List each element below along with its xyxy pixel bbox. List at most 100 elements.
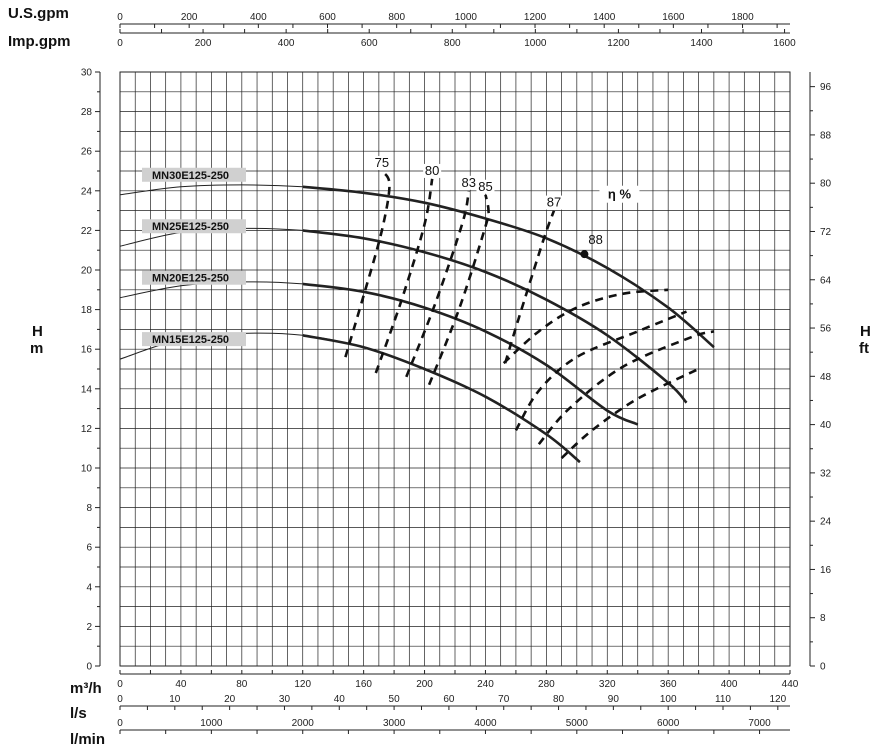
efficiency-curve [560, 367, 700, 460]
axis-title-imp-gpm: Imp.gpm [8, 33, 71, 50]
efficiency-label-bg [544, 195, 563, 210]
tick-label-m3h: 360 [660, 679, 677, 690]
pump-curve-thin [119, 332, 581, 463]
tick-label-m3h: 320 [599, 679, 616, 690]
tick-label-head-ft: 40 [820, 420, 832, 431]
efficiency-curve [503, 210, 556, 364]
efficiency-curve [344, 170, 391, 358]
tick-label-us-gpm: 1000 [455, 12, 478, 23]
axis-unit-m-left: m [30, 340, 43, 357]
tick-label-m3h: 160 [355, 679, 372, 690]
tick-label-head-ft: 80 [820, 179, 832, 190]
tick-label-head-m: 8 [86, 503, 92, 514]
grid [119, 71, 791, 667]
tick-label-imp-gpm: 0 [117, 38, 123, 49]
tick-label-ls: 80 [553, 694, 565, 705]
model-label-box [142, 332, 246, 347]
tick-label-lmin: 0 [117, 718, 123, 729]
axis-title-h-left: H [32, 323, 43, 340]
efficiency-curve [374, 178, 434, 374]
pump-curve-thin [119, 227, 687, 404]
tick-label-lmin: 4000 [474, 718, 497, 729]
efficiency-label-bg [476, 179, 495, 194]
tick-label-head-m: 6 [86, 543, 92, 554]
tick-label-head-m: 22 [81, 226, 93, 237]
axis-title-m3h: m³/h [70, 680, 102, 697]
tick-label-lmin: 1000 [200, 718, 223, 729]
axis-title-us-gpm: U.S.gpm [8, 5, 69, 22]
efficiency-title-bg [599, 185, 640, 203]
tick-label-us-gpm: 200 [181, 12, 198, 23]
tick-labels: 0246810121416182022242628300816243240485… [81, 12, 832, 734]
model-label: MN20E125-250 [152, 273, 229, 285]
efficiency-label-bg [423, 163, 442, 178]
tick-label-head-m: 0 [86, 662, 92, 673]
tick-label-us-gpm: 0 [117, 12, 123, 23]
plot-border [119, 71, 791, 667]
tick-label-imp-gpm: 600 [361, 38, 378, 49]
best-efficiency-point [580, 250, 589, 259]
tick-label-m3h: 40 [175, 679, 187, 690]
tick-label-head-ft: 56 [820, 324, 832, 335]
best-efficiency-label: 88 [588, 232, 602, 247]
efficiency-label-bg [372, 156, 391, 170]
tick-label-imp-gpm: 1000 [524, 38, 547, 49]
tick-label-us-gpm: 600 [319, 12, 336, 23]
efficiency-label-bg [459, 175, 478, 190]
tick-label-lmin: 3000 [383, 718, 406, 729]
efficiency-label: 85 [478, 179, 492, 194]
series-labels: MN30E125-250 MN25E125-250 MN20E125-250 MN15… [142, 155, 640, 347]
pump-curve-thin [119, 184, 715, 348]
efficiency-title: η % [608, 187, 632, 202]
model-label: MN25E125-250 [152, 221, 229, 233]
tick-label-m3h: 80 [236, 679, 248, 690]
tick-label-head-ft: 32 [820, 468, 832, 479]
tick-label-head-ft: 88 [820, 130, 832, 141]
tick-label-m3h: 120 [294, 679, 311, 690]
tick-label-ls: 20 [224, 694, 236, 705]
efficiency-label: 80 [425, 163, 439, 178]
axes: U.S.gpm Imp.gpm m³/h l/s l/min H m H ft [8, 5, 871, 748]
tick-label-ls: 120 [769, 694, 786, 705]
tick-label-imp-gpm: 1400 [690, 38, 713, 49]
tick-label-ls: 40 [334, 694, 346, 705]
tick-label-head-m: 18 [81, 305, 93, 316]
tick-label-lmin: 5000 [566, 718, 589, 729]
tick-label-us-gpm: 1600 [662, 12, 685, 23]
tick-label-ls: 60 [443, 694, 455, 705]
tick-label-head-ft: 72 [820, 227, 832, 238]
tick-label-imp-gpm: 200 [195, 38, 212, 49]
efficiency-curve [405, 190, 470, 378]
tick-label-head-ft: 16 [820, 565, 832, 576]
efficiency-curve [502, 288, 669, 365]
tick-label-ls: 0 [117, 694, 123, 705]
tick-label-m3h: 0 [117, 679, 123, 690]
pump-curve-duty [302, 282, 639, 426]
axis-title-lmin: l/min [70, 731, 105, 748]
model-label: MN30E125-250 [152, 170, 229, 182]
tick-label-m3h: 280 [538, 679, 555, 690]
tick-label-head-ft: 96 [820, 82, 832, 93]
tick-label-us-gpm: 400 [250, 12, 267, 23]
tick-label-head-m: 4 [86, 582, 92, 593]
tick-label-ls: 110 [715, 694, 731, 705]
axis-title-h-right: H [860, 323, 871, 340]
tick-label-ls: 100 [660, 694, 677, 705]
plot-frame [119, 71, 791, 667]
tick-label-lmin: 2000 [292, 718, 315, 729]
tick-label-head-m: 2 [86, 622, 92, 633]
pump-curve-duty [302, 185, 715, 349]
model-label-box [142, 167, 246, 182]
tick-label-head-m: 12 [81, 424, 93, 435]
tick-label-ls: 30 [279, 694, 291, 705]
tick-label-head-ft: 64 [820, 275, 832, 286]
tick-label-us-gpm: 1200 [524, 12, 547, 23]
tick-label-us-gpm: 1400 [593, 12, 616, 23]
tick-label-head-ft: 24 [820, 517, 832, 528]
tick-label-m3h: 200 [416, 679, 433, 690]
efficiency-curve [514, 310, 687, 432]
tick-label-ls: 10 [169, 694, 181, 705]
tick-label-us-gpm: 800 [388, 12, 405, 23]
tick-label-imp-gpm: 800 [444, 38, 461, 49]
model-label: MN15E125-250 [152, 334, 229, 346]
